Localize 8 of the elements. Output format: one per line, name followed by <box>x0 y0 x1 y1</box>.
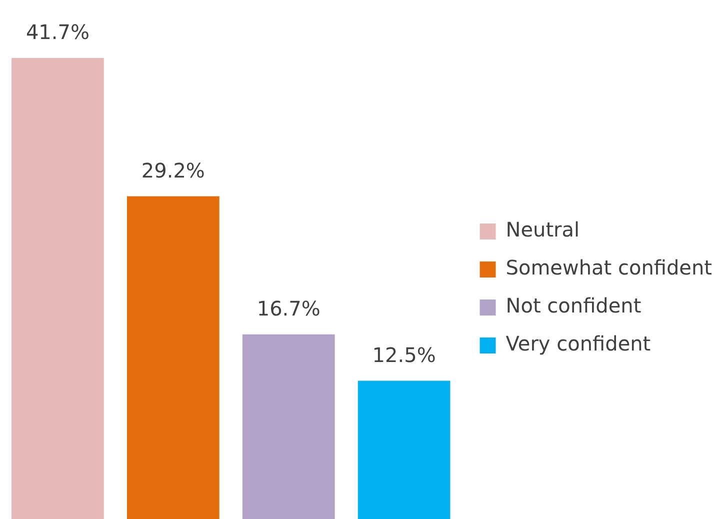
legend-label: Somewhat confident <box>506 256 712 280</box>
data-label: 41.7% <box>26 20 90 44</box>
data-label: 12.5% <box>372 343 436 368</box>
data-label: 29.2% <box>141 158 205 182</box>
data-label: 16.7% <box>256 296 320 321</box>
legend-label: Very confident <box>506 332 651 356</box>
legend-label: Not confident <box>506 294 642 318</box>
legend-label: Neutral <box>506 218 580 242</box>
